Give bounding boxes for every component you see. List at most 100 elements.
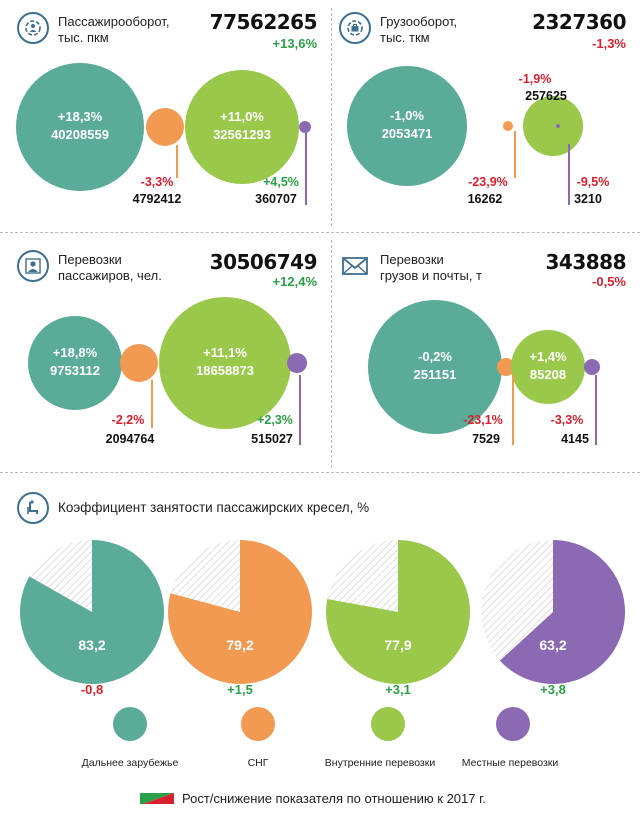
panel-total-delta: +12,4% xyxy=(272,274,317,289)
panel-total-delta: -1,3% xyxy=(592,36,626,51)
bubble-change-label: -23,9% xyxy=(468,175,508,189)
pie-change-label: +1,5 xyxy=(227,682,253,697)
panel-title-line2: грузов и почты, т xyxy=(380,268,482,283)
bubble-local xyxy=(584,359,600,375)
bubble-change-label: -3,3% xyxy=(141,175,174,189)
bubble-local xyxy=(287,353,307,373)
bubble-value-label: 2053471 xyxy=(382,126,433,141)
horizontal-divider-1 xyxy=(0,232,640,233)
passenger-turnover-icon xyxy=(17,12,49,44)
panel-title-line2: тыс. ткм xyxy=(380,30,430,45)
bubble-far-abroad xyxy=(368,300,502,434)
pie-cis: 79,2 +1,5 xyxy=(167,540,312,697)
growth-decline-flag-icon xyxy=(140,792,174,804)
bubble-value-label: 16262 xyxy=(468,192,503,206)
bubble-change-label: -1,0% xyxy=(390,108,424,123)
panel-passenger-turnover: Пассажирооборот, тыс. пкм 77562265 +13,6… xyxy=(0,0,331,232)
seat-occupancy-section: Коэффициент занятости пассажирских кресе… xyxy=(0,480,640,780)
pie-local: 63,2 +3,8 xyxy=(481,540,625,697)
pie-change-label: +3,8 xyxy=(540,682,566,697)
bubble-change-label: +18,8% xyxy=(53,345,98,360)
bubble-value-label: 85208 xyxy=(530,367,566,382)
bubble-cis xyxy=(497,358,515,376)
bubble-cis xyxy=(146,108,184,146)
pie-value-label: 79,2 xyxy=(226,637,253,653)
bubble-change-label: -9,5% xyxy=(577,175,610,189)
legend-label-far-abroad: Дальнее зарубежье xyxy=(81,757,179,769)
panel-total-delta: +13,6% xyxy=(272,36,317,51)
panel-cargo-mail-transport: Перевозки грузов и почты, т 343888 -0,5%… xyxy=(331,240,640,472)
bubble-domestic xyxy=(511,330,585,404)
bubble-domestic xyxy=(159,297,291,429)
pie-far-abroad: 83,2 -0,8 xyxy=(20,540,165,697)
bubble-value-label: 4145 xyxy=(561,432,589,446)
panel-total: 2327360 xyxy=(532,10,626,34)
panel-total: 343888 xyxy=(545,250,627,274)
bubble-change-label: +2,3% xyxy=(257,413,293,427)
panel-title-line1: Грузооборот, xyxy=(380,14,458,29)
pie-value-label: 77,9 xyxy=(384,637,411,653)
bubble-value-label: 2094764 xyxy=(106,432,155,446)
cargo-turnover-icon xyxy=(339,12,371,44)
bubble-value-label: 40208559 xyxy=(51,127,109,142)
bubble-far-abroad xyxy=(347,66,467,186)
bubble-value-label: 257625 xyxy=(525,89,567,103)
footer-note: Рост/снижение показателя по отношению к … xyxy=(140,789,486,807)
mail-envelope-icon xyxy=(339,250,371,282)
bubble-cis xyxy=(503,121,513,131)
horizontal-divider-2 xyxy=(0,472,640,473)
bubble-local xyxy=(556,124,560,128)
bubble-value-label: 251151 xyxy=(414,367,457,382)
panel-title-line1: Перевозки xyxy=(380,252,444,267)
bubble-domestic xyxy=(185,70,299,184)
pie-change-label: +3,1 xyxy=(385,682,411,697)
bubble-change-label: +18,3% xyxy=(58,109,103,124)
passenger-icon xyxy=(17,250,49,282)
vertical-divider-top xyxy=(331,8,332,226)
legend-dot-local xyxy=(496,707,530,741)
pie-domestic: 77,9 +3,1 xyxy=(326,540,471,697)
pie-slice xyxy=(326,540,471,684)
pie-slice xyxy=(167,540,312,684)
seat-icon xyxy=(17,492,49,524)
legend-dot-far-abroad xyxy=(113,707,147,741)
pie-slice xyxy=(20,540,165,684)
footer-text: Рост/снижение показателя по отношению к … xyxy=(182,790,486,806)
vertical-divider-middle xyxy=(331,240,332,468)
pie-value-label: 63,2 xyxy=(539,637,566,653)
panel-title-line1: Пассажирооборот, xyxy=(58,14,170,29)
bubble-change-label: -2,2% xyxy=(112,413,145,427)
pie-charts: 83,2 -0,8 79,2 +1,5 77,9 +3,1 63,2 +3,8 xyxy=(20,540,625,741)
bubble-value-label: 7529 xyxy=(472,432,500,446)
bubble-change-label: -23,1% xyxy=(463,413,503,427)
bubble-local xyxy=(299,121,311,133)
bubble-value-label: 18658873 xyxy=(196,363,254,378)
panel-total: 30506749 xyxy=(209,250,318,274)
legend-dot-cis xyxy=(241,707,275,741)
bubble-far-abroad xyxy=(28,316,122,410)
panel-title-line1: Перевозки xyxy=(58,252,122,267)
legend-label-local: Местные перевозки xyxy=(461,757,559,769)
bubble-change-label: +1,4% xyxy=(529,349,567,364)
bubble-change-label: +11,1% xyxy=(203,345,247,360)
bubble-far-abroad xyxy=(16,63,144,191)
pie-slice xyxy=(499,540,625,684)
legend-dot-domestic xyxy=(371,707,405,741)
bubble-value-label: 360707 xyxy=(255,192,297,206)
bubble-value-label: 4792412 xyxy=(133,192,182,206)
bubble-change-label: +4,5% xyxy=(263,175,299,189)
panel-title-line2: тыс. пкм xyxy=(58,30,109,45)
bubble-change-label: -0,2% xyxy=(418,349,452,364)
bubble-value-label: 3210 xyxy=(574,192,602,206)
bubble-value-label: 32561293 xyxy=(213,127,271,142)
panel-cargo-turnover: Грузооборот, тыс. ткм 2327360 -1,3% -1,0… xyxy=(331,0,640,232)
bubble-value-label: 515027 xyxy=(251,432,293,446)
pie-change-label: -0,8 xyxy=(81,682,103,697)
legend-label-cis: СНГ xyxy=(247,757,269,769)
bubble-change-label: +11,0% xyxy=(220,109,264,124)
bubble-cis xyxy=(120,344,158,382)
panel-passenger-transport: Перевозки пассажиров, чел. 30506749 +12,… xyxy=(0,240,331,472)
bubble-change-label: -3,3% xyxy=(551,413,584,427)
seat-occupancy-title: Коэффициент занятости пассажирских кресе… xyxy=(58,500,370,515)
legend-label-domestic: Внутренние перевозки xyxy=(324,757,436,769)
